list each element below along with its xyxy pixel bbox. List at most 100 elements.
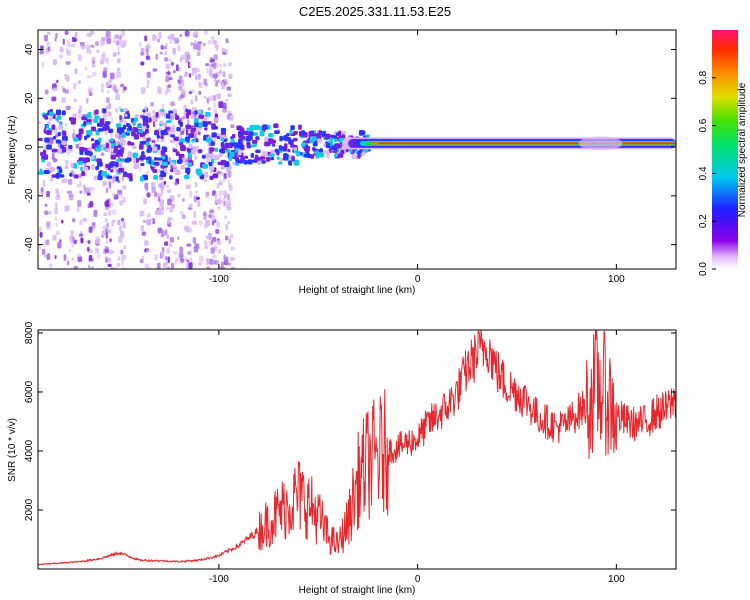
spectrogram-cell (146, 44, 151, 49)
spectrogram-cell (65, 105, 71, 111)
spectrogram-cell (166, 234, 170, 240)
spectrogram-cell (60, 219, 64, 224)
spectrogram-cell (65, 159, 69, 166)
spectrogram-cell (167, 256, 170, 264)
spectrogram-cell (173, 70, 176, 74)
spectrogram-cell (53, 158, 58, 162)
spectrogram-cell (42, 114, 48, 118)
spectrogram-cell (194, 31, 199, 37)
spectrogram-cell (49, 166, 56, 172)
spectrogram-cell (73, 128, 76, 133)
spectrogram-cell (45, 124, 50, 128)
spectrogram-cell (300, 130, 306, 136)
spectrogram-cell (198, 90, 202, 95)
spectrogram-cell (101, 230, 107, 235)
spectrogram-cell (222, 71, 226, 78)
spectrogram-cell (55, 195, 61, 201)
spectrogram-cell (52, 136, 57, 140)
spectrogram-cell (159, 199, 164, 207)
spectrogram-cell (95, 146, 102, 152)
spectrogram-cell (41, 248, 46, 255)
spectrogram-cell (293, 130, 298, 135)
spectrogram-cell (164, 229, 168, 236)
spectrogram-cell (102, 113, 108, 120)
spectrogram-cell (146, 219, 151, 226)
spectrogram-cell (142, 115, 149, 122)
spectrogram-cell (193, 39, 197, 44)
spectrogram-cell (217, 161, 223, 165)
spectrogram-cell (110, 116, 113, 124)
spectrogram-cell (190, 149, 196, 155)
spectrogram-cell (80, 42, 84, 49)
spectrogram-cell (212, 173, 219, 179)
spectrogram-cell (62, 88, 66, 93)
spectrogram-cell (105, 143, 110, 149)
spectrogram-panel: -100 0 100 -40 -20 0 20 40 Height of straight l… (7, 29, 677, 296)
spectrogram-cell (54, 255, 57, 260)
spectrogram-cell (194, 155, 198, 160)
spectrogram-cell (64, 165, 69, 170)
spectrogram-ridge-band (377, 142, 676, 145)
spectrogram-cell (227, 262, 232, 266)
spectrogram-cell (180, 166, 186, 170)
spectrogram-cell (105, 105, 110, 109)
spectrogram-cell (101, 171, 107, 177)
spectrogram-cell (191, 127, 197, 131)
spectrogram-cell (115, 94, 121, 101)
spectrogram-cell (181, 157, 187, 162)
spectrogram-cell (227, 180, 230, 184)
spectrogram-cell (148, 160, 152, 164)
spectrogram-cell (111, 221, 114, 227)
colorbar-tick-label: 0.8 (698, 70, 709, 84)
spectrogram-cell (127, 173, 133, 179)
spectrogram-cell (291, 155, 295, 162)
spectrogram-cell (71, 257, 75, 262)
spectrogram-cell (151, 181, 155, 188)
spectrogram-cell (276, 150, 280, 156)
spectrogram-cell (285, 133, 290, 137)
spectrogram-cell (167, 35, 173, 40)
spectrogram-cell (228, 238, 232, 244)
spectrogram-cell (234, 142, 239, 147)
spectrogram-cell (57, 131, 61, 137)
spectrogram-cell (207, 107, 211, 111)
spectrogram-cell (203, 42, 206, 47)
spectrogram-cell (257, 125, 262, 131)
spectrogram-cell (165, 184, 169, 188)
spectrogram-cell (301, 141, 306, 148)
spectrogram-cell (77, 108, 82, 114)
spectrogram-cell (230, 124, 235, 129)
spectrogram-cell (119, 200, 124, 206)
colorbar-tick-label: 0.4 (698, 166, 709, 180)
spectrogram-cell (303, 146, 308, 151)
spectrogram-cell (268, 153, 275, 157)
spectrogram-cell (61, 179, 65, 184)
spectrogram-cell (169, 175, 173, 180)
spectrogram-cell (121, 254, 127, 261)
spectrogram-cell (146, 71, 151, 78)
spectrogram-cell (162, 262, 168, 268)
spectrogram-cell (238, 142, 244, 148)
spectrogram-cell (107, 249, 113, 255)
spectrogram-cell (51, 148, 58, 153)
spectrogram-cell (146, 171, 150, 175)
spectrogram-cell (116, 67, 120, 71)
spectrogram-cell (261, 151, 268, 157)
spectrogram-cell (196, 51, 201, 57)
spectrogram-cell (71, 218, 76, 223)
spectrogram-cell (70, 230, 74, 235)
spectrogram-cell (119, 137, 125, 144)
spectrogram-cell (142, 109, 146, 113)
spectrogram-cell (217, 199, 223, 204)
spectrogram-cell (132, 152, 138, 159)
spectrogram-cell (213, 101, 216, 108)
spectrogram-cell (192, 32, 195, 38)
spectrogram-cell (175, 64, 179, 72)
spectrogram-cell (187, 251, 192, 255)
spectrogram-cell (184, 225, 188, 231)
spectrogram-cell (46, 130, 52, 136)
spectrogram-cell (204, 153, 211, 159)
spectrogram-cell (169, 237, 174, 243)
spectrogram-cell (109, 266, 114, 269)
spectrogram-cell (285, 137, 291, 142)
